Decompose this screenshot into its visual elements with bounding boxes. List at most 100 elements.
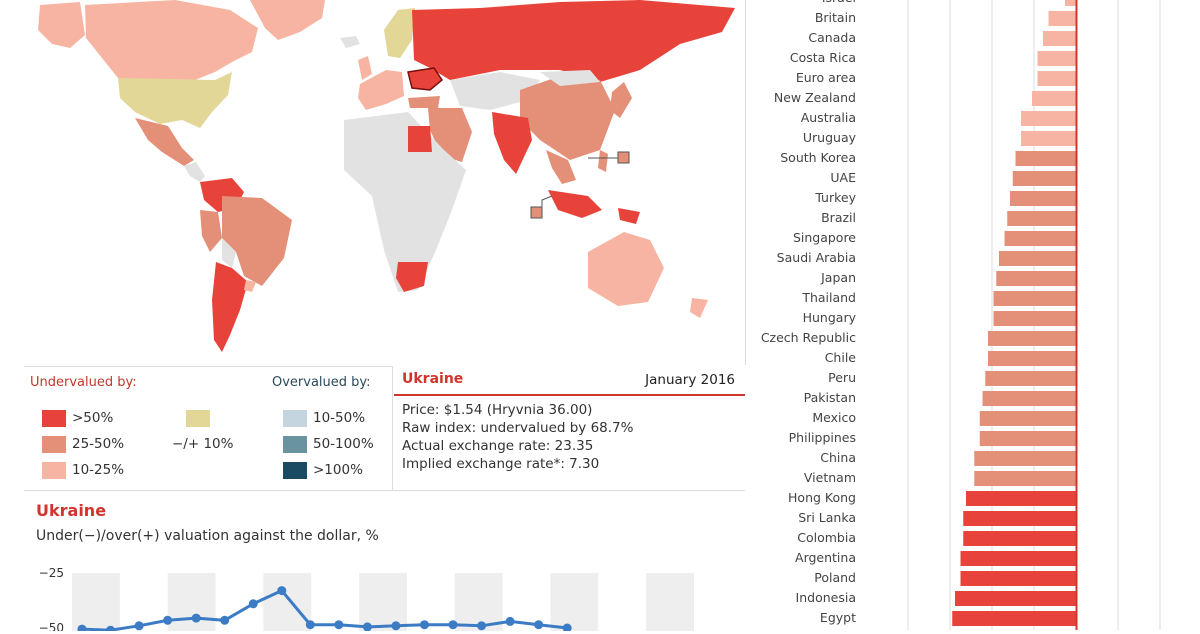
bar[interactable] bbox=[979, 431, 1076, 446]
line-chart-point[interactable] bbox=[191, 613, 201, 623]
bar[interactable] bbox=[1021, 111, 1076, 126]
map-scandinavia[interactable] bbox=[384, 8, 415, 58]
map-peru[interactable] bbox=[200, 210, 222, 252]
bar[interactable] bbox=[996, 271, 1076, 286]
world-map-svg[interactable] bbox=[0, 0, 746, 365]
map-argentina[interactable] bbox=[212, 262, 248, 352]
map-indonesia[interactable] bbox=[548, 190, 602, 218]
map-bolivia[interactable] bbox=[222, 238, 236, 268]
line-chart-point[interactable] bbox=[163, 615, 173, 625]
map-philippines[interactable] bbox=[598, 150, 608, 172]
bar-label: South Korea bbox=[780, 150, 856, 165]
map-alaska[interactable] bbox=[38, 2, 85, 48]
bar-label: Argentina bbox=[795, 550, 856, 565]
map-ukraine[interactable] bbox=[407, 67, 443, 91]
bar-label: Philippines bbox=[789, 430, 856, 445]
line-chart-point[interactable] bbox=[277, 586, 287, 596]
bar[interactable] bbox=[985, 371, 1076, 386]
line-chart-band bbox=[359, 573, 407, 631]
map-south-africa[interactable] bbox=[396, 262, 428, 292]
map-japan[interactable] bbox=[610, 82, 632, 118]
line-chart-point[interactable] bbox=[477, 621, 487, 631]
map-greenland[interactable] bbox=[250, 0, 325, 40]
bar[interactable] bbox=[1037, 51, 1077, 66]
bar[interactable] bbox=[974, 471, 1076, 486]
line-chart-point[interactable] bbox=[305, 620, 315, 630]
bar[interactable] bbox=[960, 571, 1077, 586]
bar[interactable] bbox=[1048, 11, 1077, 26]
map-uruguay[interactable] bbox=[244, 280, 256, 292]
bar[interactable] bbox=[974, 451, 1076, 466]
bar[interactable] bbox=[979, 411, 1076, 426]
bar[interactable] bbox=[963, 531, 1076, 546]
map-britain[interactable] bbox=[358, 56, 372, 80]
world-map[interactable] bbox=[0, 0, 746, 365]
bar[interactable] bbox=[1010, 191, 1076, 206]
map-china[interactable] bbox=[520, 76, 615, 160]
bar[interactable] bbox=[993, 291, 1077, 306]
legend-under-title: Undervalued by: bbox=[30, 375, 137, 390]
bar-label: Poland bbox=[814, 570, 856, 585]
bar[interactable] bbox=[999, 251, 1076, 266]
map-mongolia[interactable] bbox=[540, 70, 600, 86]
line-chart-band bbox=[550, 573, 599, 631]
bar[interactable] bbox=[1004, 231, 1077, 246]
bar[interactable] bbox=[1007, 211, 1076, 226]
bar[interactable] bbox=[963, 511, 1076, 526]
bar[interactable] bbox=[993, 311, 1077, 326]
bar[interactable] bbox=[988, 351, 1076, 366]
line-chart-point[interactable] bbox=[448, 620, 458, 630]
bar[interactable] bbox=[1032, 91, 1076, 106]
bar[interactable] bbox=[1012, 171, 1076, 186]
map-india[interactable] bbox=[492, 112, 532, 174]
bar-label: Israel bbox=[822, 0, 856, 5]
bar-chart: Israel Britain Canada Costa Rica Euro area Ne… bbox=[750, 0, 1200, 630]
line-chart-point[interactable] bbox=[562, 623, 572, 632]
map-mexico[interactable] bbox=[135, 118, 194, 166]
line-chart-point[interactable] bbox=[134, 621, 144, 631]
line-chart-point[interactable] bbox=[419, 620, 429, 630]
bar[interactable] bbox=[1015, 151, 1077, 166]
line-chart-point[interactable] bbox=[220, 615, 230, 625]
map-new-zealand[interactable] bbox=[690, 298, 708, 318]
bar[interactable] bbox=[960, 551, 1077, 566]
map-turkey[interactable] bbox=[408, 96, 440, 108]
line-chart-band bbox=[263, 573, 312, 631]
map-russia[interactable] bbox=[412, 0, 735, 82]
line-chart-point[interactable] bbox=[248, 599, 258, 609]
country-detail: Ukraine January 2016 Price: $1.54 (Hryvn… bbox=[394, 366, 745, 490]
singapore-marker[interactable] bbox=[530, 206, 543, 219]
bar[interactable] bbox=[988, 331, 1076, 346]
line-chart-point[interactable] bbox=[77, 624, 87, 631]
map-egypt[interactable] bbox=[408, 126, 432, 152]
bar[interactable] bbox=[952, 611, 1076, 626]
map-iceland[interactable] bbox=[340, 36, 360, 48]
line-chart-point[interactable] bbox=[505, 616, 515, 626]
bar[interactable] bbox=[1021, 131, 1076, 146]
map-central-asia[interactable] bbox=[450, 72, 540, 110]
bar-label: Uruguay bbox=[803, 130, 857, 145]
bar[interactable] bbox=[982, 391, 1077, 406]
map-brazil[interactable] bbox=[222, 196, 292, 286]
map-new-guinea[interactable] bbox=[618, 208, 640, 224]
map-australia[interactable] bbox=[588, 232, 664, 306]
line-chart-point[interactable] bbox=[391, 621, 401, 631]
bar[interactable] bbox=[955, 591, 1076, 606]
map-africa[interactable] bbox=[344, 112, 466, 292]
legend-label-25-50: 25-50% bbox=[72, 436, 125, 452]
map-canada[interactable] bbox=[85, 0, 258, 80]
bar-label: Colombia bbox=[797, 530, 856, 545]
hong-kong-marker[interactable] bbox=[617, 151, 630, 164]
map-central-america[interactable] bbox=[184, 162, 205, 182]
bar[interactable] bbox=[966, 491, 1076, 506]
map-southeast-asia[interactable] bbox=[546, 150, 576, 184]
bar[interactable] bbox=[1043, 31, 1076, 46]
map-europe[interactable] bbox=[358, 70, 404, 110]
line-chart-point[interactable] bbox=[334, 620, 344, 630]
line-chart-point[interactable] bbox=[534, 620, 544, 630]
line-chart-band bbox=[167, 573, 216, 631]
bar[interactable] bbox=[1037, 71, 1077, 86]
map-usa[interactable] bbox=[118, 72, 232, 128]
bar[interactable] bbox=[1065, 0, 1076, 6]
line-chart-point[interactable] bbox=[362, 622, 372, 631]
